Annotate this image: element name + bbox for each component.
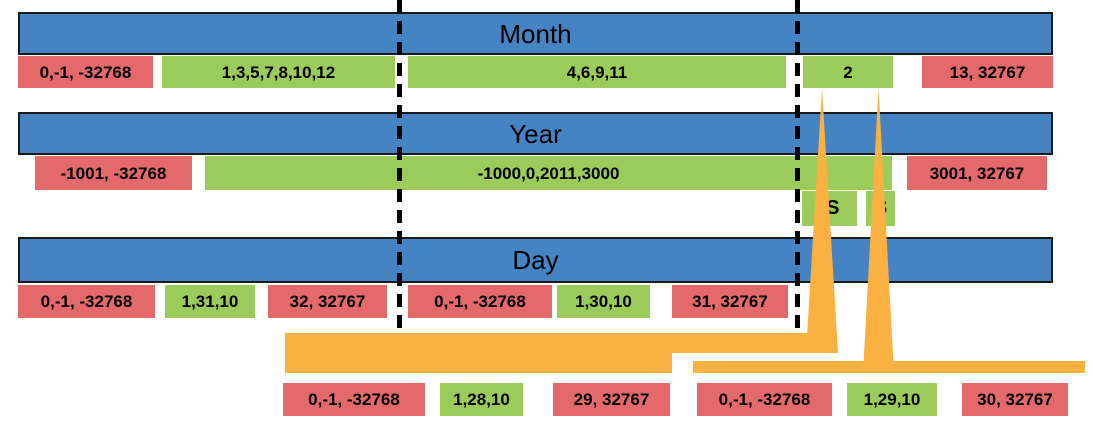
day31-valid-box: 1,31,10 (165, 285, 255, 318)
day30-invalid-low-box: 0,-1, -32768 (408, 285, 552, 318)
boundary-line-left (397, 0, 402, 333)
boundary-line-right (795, 0, 800, 333)
year-bar-title: Year (509, 118, 562, 149)
month-valid-february-box: 2 (803, 56, 893, 88)
non-leap-branch-bar (285, 333, 837, 353)
day-bar: Day (18, 237, 1053, 283)
feb-leap-valid-box: 1,29,10 (847, 383, 937, 416)
month-bar: Month (18, 12, 1053, 55)
day31-invalid-high-box: 32, 32767 (268, 285, 387, 318)
month-valid-30day-box: 4,6,9,11 (408, 56, 786, 88)
day-bar-title: Day (512, 245, 559, 275)
year-valid-box: -1000,0,2011,3000 (205, 156, 892, 190)
day30-invalid-high-box: 31, 32767 (672, 285, 788, 318)
month-bar-title: Month (499, 18, 572, 49)
feb-leap-invalid-low-box: 0,-1, -32768 (697, 383, 832, 416)
feb-nonleap-valid-box: 1,28,10 (440, 383, 523, 416)
day31-invalid-low-box: 0,-1, -32768 (18, 285, 155, 318)
feb-nonleap-invalid-low-box: 0,-1, -32768 (283, 383, 425, 416)
leap-branch-bar (693, 361, 1085, 373)
month-invalid-high-box: 13, 32767 (922, 56, 1053, 88)
non-leap-branch-bar-step (285, 353, 672, 373)
year-invalid-low-box: -1001, -32768 (35, 156, 192, 190)
year-invalid-high-box: 3001, 32767 (907, 156, 1047, 190)
year-bar: Year (18, 112, 1053, 155)
month-invalid-low-box: 0,-1, -32768 (18, 56, 153, 88)
day30-valid-box: 1,30,10 (557, 285, 650, 318)
feb-leap-invalid-high-box: 30, 32767 (962, 383, 1068, 416)
feb-nonleap-invalid-high-box: 29, 32767 (553, 383, 670, 416)
month-valid-31day-box: 1,3,5,7,8,10,12 (162, 56, 395, 88)
